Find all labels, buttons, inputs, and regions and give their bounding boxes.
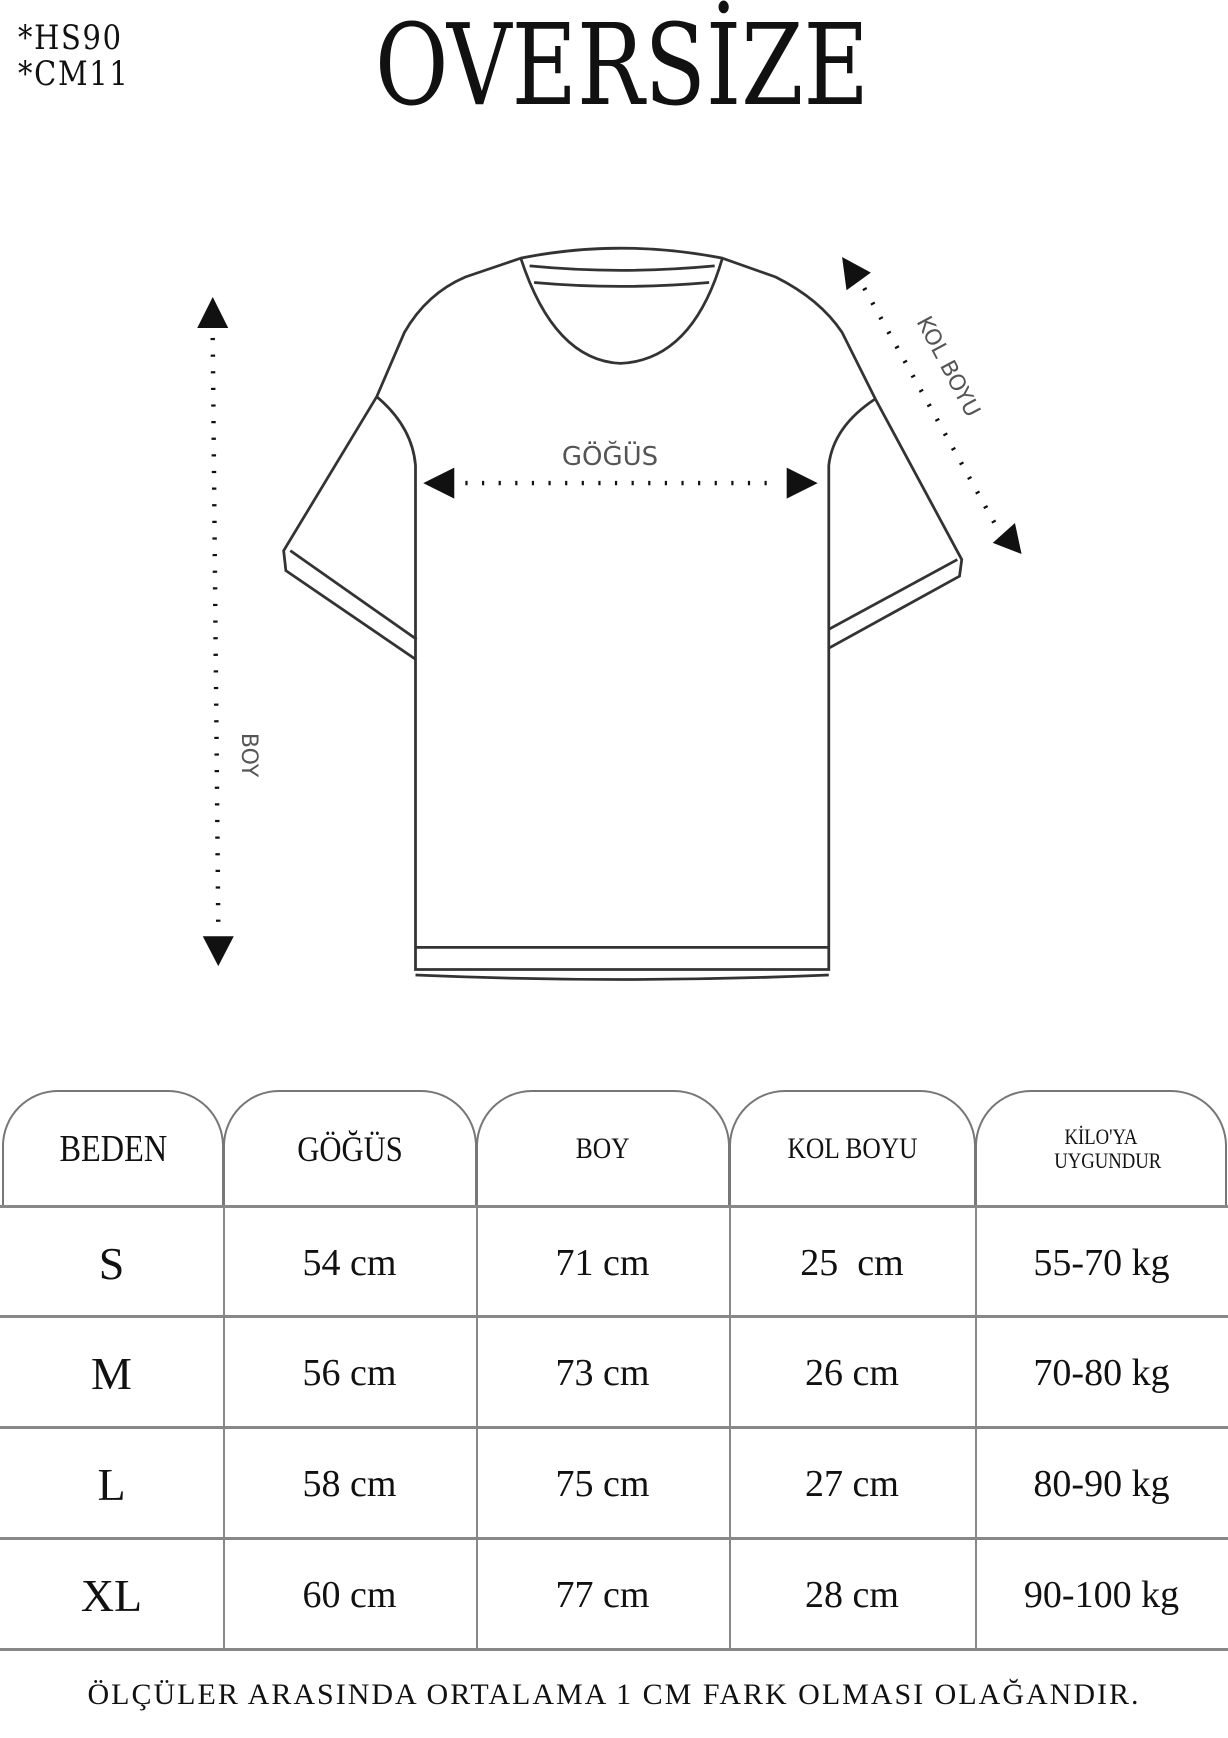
size-cell: M bbox=[91, 1347, 132, 1399]
tshirt-outline bbox=[282, 246, 964, 971]
product-code: *CM11 bbox=[18, 54, 130, 94]
sleeve-label: KOL BOYU bbox=[911, 312, 985, 421]
header-sleeve: KOL BOYU bbox=[729, 1090, 976, 1206]
measurement-cell: 73 cm bbox=[555, 1352, 650, 1394]
arrow-left-icon bbox=[423, 467, 455, 499]
size-cell: L bbox=[97, 1458, 126, 1510]
size-cell: XL bbox=[80, 1569, 143, 1621]
measurement-cell: 28 cm bbox=[805, 1574, 899, 1616]
measurement-cell: 75 cm bbox=[555, 1463, 650, 1505]
measurement-cell: 54 cm bbox=[302, 1242, 397, 1284]
arrow-up-left-icon bbox=[842, 257, 871, 291]
arrow-down-right-icon bbox=[992, 522, 1022, 554]
measurement-cell: 55-70 kg bbox=[1033, 1242, 1170, 1284]
column-divider bbox=[223, 1206, 225, 1649]
tshirt-diagram: GÖĞÜS BOY KOL BOYU bbox=[197, 246, 1022, 981]
row-divider bbox=[0, 1426, 1228, 1429]
length-label: BOY bbox=[236, 733, 261, 778]
size-cell: S bbox=[98, 1237, 125, 1289]
measurement-cell: 25 cm bbox=[800, 1242, 904, 1284]
measurement-cell: 80-90 kg bbox=[1033, 1463, 1170, 1505]
header-weight: KİLO'YA UYGUNDUR bbox=[975, 1090, 1227, 1206]
arrow-down-icon bbox=[202, 936, 234, 967]
row-divider bbox=[0, 1537, 1228, 1540]
column-divider bbox=[729, 1206, 731, 1649]
measurement-cell: 58 cm bbox=[302, 1463, 397, 1505]
column-divider bbox=[476, 1206, 478, 1649]
measurement-cell: 56 cm bbox=[302, 1352, 397, 1394]
row-divider bbox=[0, 1205, 1228, 1208]
arrow-up-icon bbox=[197, 296, 229, 328]
page-title: OVERSİZE bbox=[375, 1, 869, 131]
measurement-cell: 70-80 kg bbox=[1033, 1352, 1170, 1394]
footer-note: ÖLÇÜLER ARASINDA ORTALAMA 1 CM FARK OLMA… bbox=[87, 1678, 1141, 1711]
measurement-cell: 60 cm bbox=[302, 1574, 397, 1616]
product-codes: *HS90 *CM11 bbox=[18, 20, 129, 92]
arrow-right-icon bbox=[786, 467, 818, 499]
header-length: BOY bbox=[476, 1090, 730, 1206]
measurement-cell: 27 cm bbox=[805, 1463, 899, 1505]
measurement-cell: 71 cm bbox=[555, 1242, 650, 1284]
column-divider bbox=[975, 1206, 977, 1649]
chest-label: GÖĞÜS bbox=[562, 440, 658, 472]
header-size: BEDEN bbox=[2, 1090, 224, 1206]
header-chest: GÖĞÜS bbox=[223, 1090, 477, 1206]
row-divider bbox=[0, 1648, 1228, 1651]
measurement-cell: 77 cm bbox=[555, 1574, 650, 1616]
measurement-cell: 26 cm bbox=[805, 1352, 899, 1394]
row-divider bbox=[0, 1315, 1228, 1318]
product-code: *HS90 bbox=[18, 18, 123, 58]
measurement-cell: 90-100 kg bbox=[1023, 1574, 1180, 1616]
